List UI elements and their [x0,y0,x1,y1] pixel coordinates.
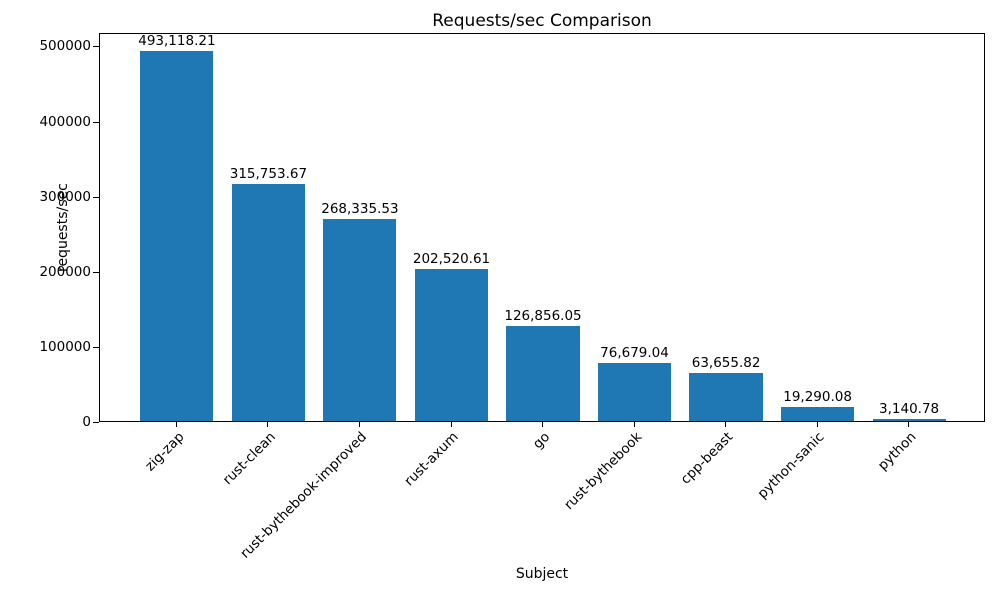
x-tick-label: cpp-beast [677,429,737,488]
y-tick-mark [93,121,99,123]
y-tick-mark [93,196,99,198]
x-tick-label: rust-axum [401,429,462,490]
x-tick-mark [633,422,635,427]
bar [689,373,763,421]
bar [231,183,305,421]
y-tick-mark [93,46,99,48]
bar-value-label: 63,655.82 [691,355,761,372]
x-tick-mark [358,422,360,427]
x-tick-label: python [874,429,920,474]
x-tick-mark [175,422,177,427]
x-tick-labels: zig-zap rust-clean rust-bythebook-improved… [99,429,985,589]
y-tick-mark [93,346,99,348]
bar [506,325,580,421]
bar [140,50,214,421]
x-axis-label: Subject [515,566,569,582]
bar-value-label: 76,679.04 [600,345,669,362]
bar-value-label: 19,290.08 [783,388,852,405]
x-tick-label: python-sanic [754,429,828,502]
bar-value-label: 268,335.53 [321,201,399,218]
plot-area: 493,118.21 315,753.67 268,335.53 202,520.61… [99,33,985,422]
bar [414,268,489,421]
bar [781,406,855,421]
x-tick-mark [542,422,543,427]
bar-value-label: 126,856.05 [504,307,582,324]
y-tick-labels: 0 100000 200000 300000 400000 500000 [0,33,91,430]
y-tick-label: 100000 [39,338,91,355]
x-tick-mark [450,422,452,427]
chart-title: Requests/sec Comparison [432,11,652,31]
y-tick-label: 300000 [39,188,91,205]
x-tick-label: zig-zap [141,429,188,475]
bar-value-label: 202,520.61 [412,250,491,267]
bar [597,363,672,421]
y-tick-label: 200000 [39,263,91,280]
y-tick-mark [93,422,99,423]
bar-value-label: 3,140.78 [879,400,940,417]
x-tick-label: rust-bythebook [560,429,645,514]
x-tick-mark [908,422,910,427]
bar-value-label: 493,118.21 [138,32,216,49]
x-tick-label: rust-clean [219,429,279,489]
x-tick-mark [725,422,727,427]
x-tick-mark [816,422,818,427]
bar-value-label: 315,753.67 [229,165,308,182]
x-tick-label: go [530,429,554,453]
y-tick-label: 500000 [39,38,91,55]
bar [323,219,397,421]
x-tick-mark [267,422,269,427]
y-tick-mark [93,271,99,273]
bar [872,418,946,421]
y-tick-label: 0 [82,414,91,430]
y-tick-label: 400000 [39,113,91,130]
